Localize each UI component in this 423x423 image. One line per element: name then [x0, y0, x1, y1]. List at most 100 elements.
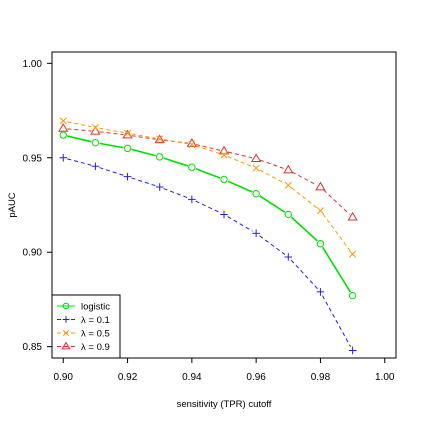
series-line-segment — [259, 159, 285, 170]
x-marker — [316, 207, 325, 215]
series-line-segment — [227, 151, 253, 159]
plus-marker — [284, 253, 293, 261]
x-tick-label: 0.94 — [182, 372, 202, 383]
series-0 — [59, 131, 357, 300]
x-marker — [220, 151, 228, 159]
series-line-segment — [163, 157, 189, 167]
x-marker — [284, 181, 292, 189]
series-line-segment — [291, 187, 318, 209]
legend-label: λ = 0.9 — [81, 342, 110, 353]
x-axis-title: sensitivity (TPR) cutoff — [177, 399, 272, 410]
series-line-segment — [227, 156, 253, 168]
series-3 — [58, 123, 358, 221]
x-tick-label: 1.00 — [375, 372, 395, 383]
plus-marker — [62, 316, 70, 323]
plus-marker — [91, 162, 100, 171]
circle-marker — [123, 144, 132, 153]
legend-label: λ = 0.5 — [81, 329, 110, 340]
series-line-segment — [67, 128, 92, 132]
series-line-segment — [67, 121, 92, 128]
triangle-marker — [61, 341, 71, 350]
triangle-marker — [315, 181, 326, 191]
series-line-segment — [195, 145, 221, 155]
circle-marker — [284, 210, 292, 219]
circle-marker — [62, 302, 70, 310]
series-line-segment — [163, 139, 188, 145]
series-1 — [59, 153, 357, 355]
plus-marker — [59, 153, 68, 162]
series-line-segment — [259, 235, 286, 255]
y-axis-title: pAUC — [7, 192, 18, 217]
x-tick-label: 0.92 — [118, 372, 138, 383]
plus-marker — [252, 229, 260, 238]
series-line-segment — [290, 216, 318, 242]
series-line-segment — [195, 167, 221, 179]
series-line-segment — [67, 158, 92, 166]
legend-item-2: λ = 0.5 — [57, 329, 110, 340]
circle-marker — [156, 153, 164, 161]
series-line-segment — [131, 148, 156, 157]
series-line-segment — [322, 213, 351, 252]
plus-marker — [316, 288, 325, 296]
circle-marker — [220, 175, 228, 184]
x-tick-label: 0.90 — [54, 372, 74, 383]
y-tick-label: 0.85 — [23, 342, 43, 353]
x-marker — [156, 135, 164, 143]
legend-label: λ = 0.1 — [81, 315, 110, 326]
circle-marker — [252, 189, 260, 198]
circle-marker — [59, 131, 67, 139]
series-line-segment — [321, 246, 352, 293]
triangle-marker — [58, 123, 69, 132]
triangle-marker — [283, 164, 294, 174]
triangle-marker — [347, 211, 358, 221]
plus-marker — [155, 183, 164, 191]
plus-marker — [348, 346, 357, 355]
triangle-marker — [250, 153, 262, 162]
plot-box — [51, 51, 397, 359]
series-line-segment — [131, 177, 156, 187]
series-line-segment — [163, 139, 188, 144]
series-line-segment — [323, 189, 350, 215]
x-tick-label: 0.96 — [246, 372, 266, 383]
series-line-segment — [131, 135, 156, 140]
series-line-segment — [67, 135, 92, 143]
series-line-segment — [99, 167, 124, 176]
series-line-segment — [322, 295, 352, 348]
legend-label: logistic — [81, 302, 110, 313]
circle-marker — [188, 163, 196, 171]
legend-item-1: λ = 0.1 — [57, 315, 110, 326]
triangle-marker — [122, 129, 133, 139]
triangle-marker — [90, 125, 101, 135]
legend: logistic λ = 0.1 λ = 0.5 λ = 0.9 — [51, 294, 121, 359]
series-2 — [59, 117, 357, 258]
x-marker — [62, 329, 70, 337]
x-marker — [349, 250, 357, 258]
series-line-segment — [259, 169, 285, 184]
axes: 0.90 0.92 0.94 0.96 0.98 1.00 0.85 0.90 0.95 1.00 — [23, 59, 395, 383]
series-line-segment — [195, 200, 221, 214]
triangle-marker — [218, 145, 230, 155]
x-marker — [91, 124, 99, 132]
x-marker — [123, 129, 132, 137]
x-marker — [252, 164, 260, 172]
series-line-segment — [227, 216, 253, 232]
circle-marker — [91, 138, 100, 147]
x-marker — [188, 141, 196, 149]
plus-marker — [188, 195, 196, 204]
series-line-segment — [227, 180, 253, 193]
y-tick-label: 0.95 — [23, 153, 43, 164]
plus-marker — [220, 210, 228, 219]
triangle-marker — [154, 134, 165, 144]
legend-item-3: λ = 0.9 — [57, 341, 110, 353]
series-line-segment — [259, 195, 286, 213]
series-line-segment — [291, 171, 317, 186]
series-line-segment — [290, 259, 318, 290]
x-marker — [59, 117, 67, 125]
y-tick-label: 0.90 — [23, 248, 43, 259]
series-line-segment — [163, 188, 189, 199]
y-tick-label: 1.00 — [23, 59, 43, 70]
series-line-segment — [99, 142, 124, 149]
circle-marker — [316, 240, 325, 248]
triangle-marker — [186, 138, 198, 147]
